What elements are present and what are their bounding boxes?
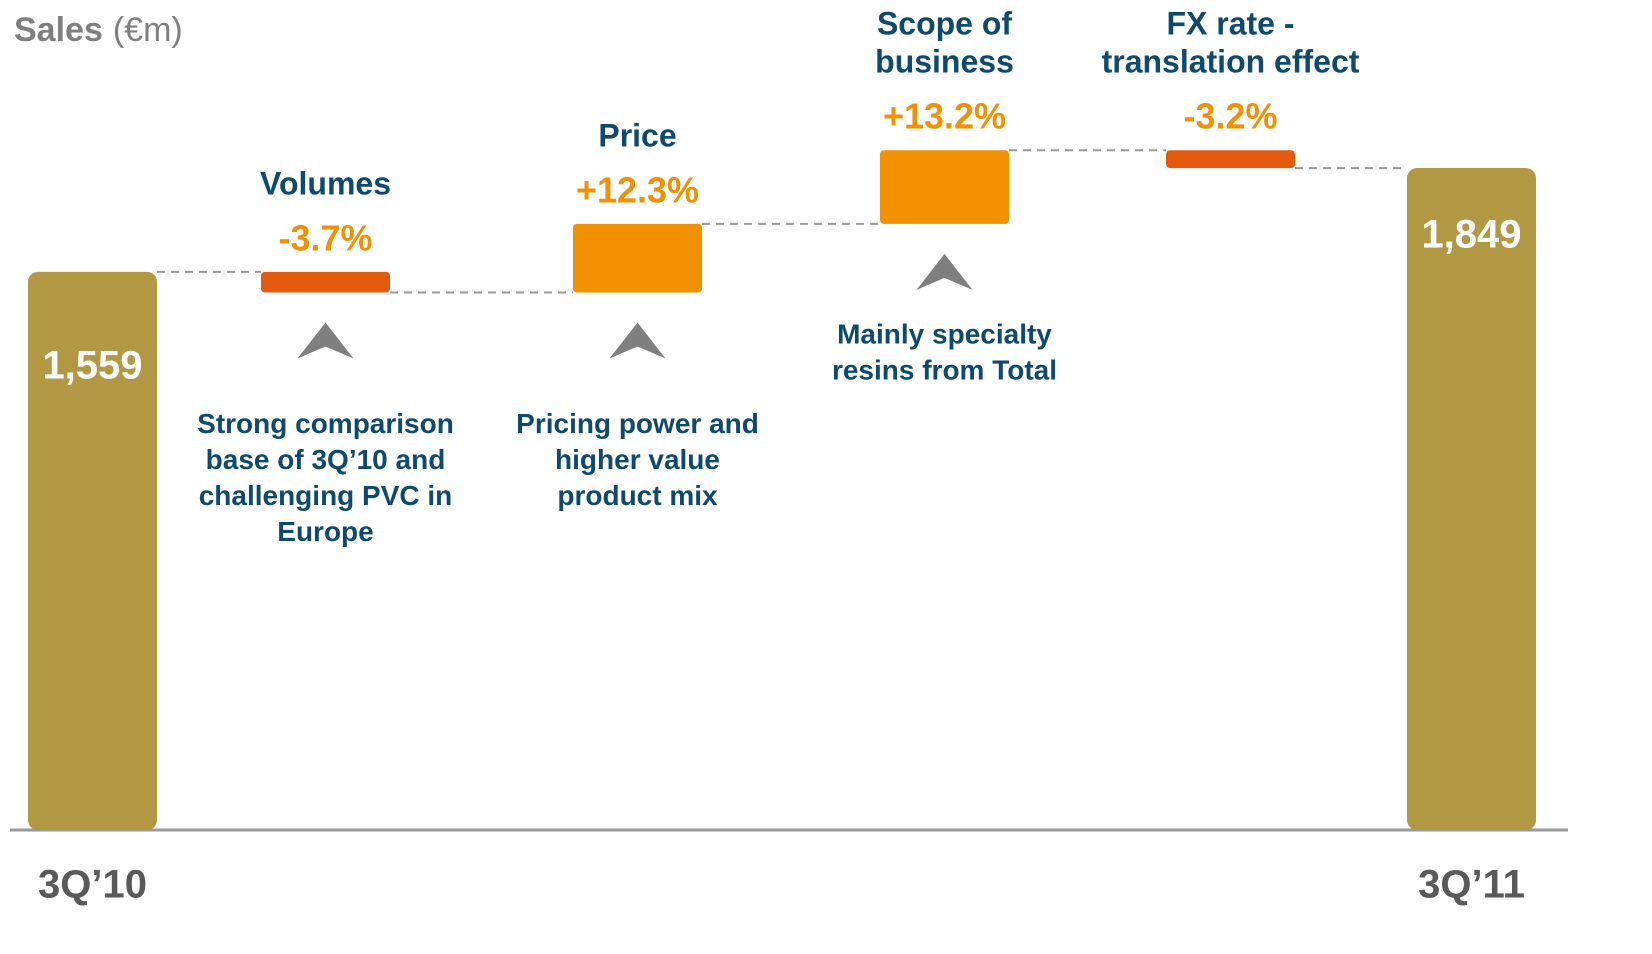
note: Mainly specialty	[837, 318, 1052, 349]
note: Europe	[277, 516, 373, 547]
step-bar	[1166, 150, 1295, 169]
step-name: business	[875, 44, 1014, 80]
unit: (€m)	[113, 11, 183, 49]
note: higher value	[555, 444, 720, 475]
step-name: translation effect	[1102, 44, 1360, 80]
step-bar	[573, 223, 702, 293]
total-label: 1,559	[42, 343, 142, 387]
step-value-label: -3.2%	[1183, 96, 1277, 137]
total-label: 1,849	[1421, 213, 1521, 257]
total-bar	[28, 271, 157, 830]
note: resins from Total	[832, 354, 1057, 385]
chart-title: Sales	[14, 11, 103, 49]
chevron	[916, 253, 973, 290]
step-name: FX rate -	[1166, 6, 1294, 42]
note: base of 3Q’10 and	[206, 444, 446, 475]
step-name: Scope of	[877, 6, 1012, 42]
note: challenging PVC in	[199, 480, 453, 511]
chart-title-group: Sales (€m)	[14, 11, 183, 49]
step-bar	[261, 271, 390, 293]
step-bar	[880, 150, 1009, 224]
step-name: Price	[598, 117, 676, 153]
step-name: Volumes	[260, 165, 391, 201]
step-value-label: +12.3%	[576, 169, 699, 210]
step-value-label: +13.2%	[883, 96, 1006, 137]
chevron	[609, 322, 666, 359]
step-value-label: -3.7%	[278, 217, 372, 258]
category-label: 3Q’11	[1418, 863, 1525, 907]
note: product mix	[557, 480, 718, 511]
chevron	[297, 322, 354, 359]
note: Strong comparison	[197, 408, 454, 439]
note: Pricing power and	[516, 408, 759, 439]
category-label: 3Q’10	[38, 863, 147, 907]
total-bar	[1407, 168, 1536, 831]
